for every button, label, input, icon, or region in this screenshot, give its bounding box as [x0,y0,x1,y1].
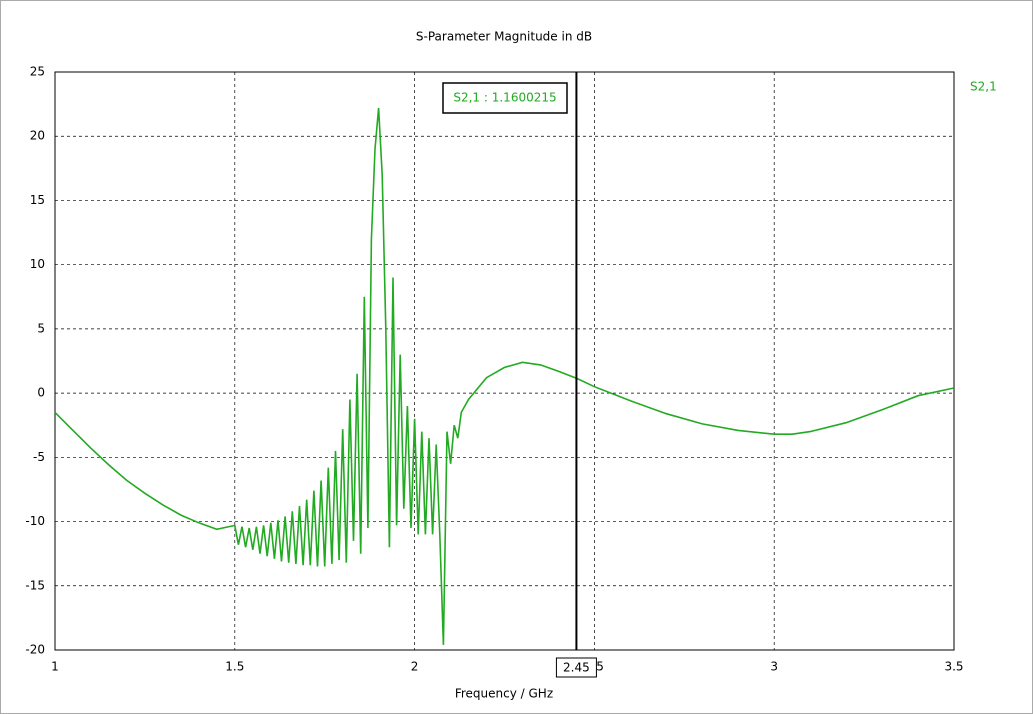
y-tick-label: 0 [37,386,45,400]
marker-axis-box [555,657,597,678]
marker-axis-label: 2.45 [563,661,590,675]
marker-label: S2,1 : 1.1600215 [453,91,556,105]
y-tick-label: -15 [25,578,45,592]
y-tick-label: -5 [33,450,45,464]
x-tick-label: 1 [51,660,59,674]
y-tick-label: 15 [30,193,45,207]
y-tick-label: 20 [30,129,45,143]
y-tick-label: 25 [30,65,45,79]
x-tick-label: 1.5 [225,660,244,674]
x-axis-label: Frequency / GHz [455,687,553,701]
chart-title: S-Parameter Magnitude in dB [416,30,592,44]
x-tick-label: 2 [411,660,419,674]
y-tick-label: 10 [30,257,45,271]
legend-entry: S2,1 [970,80,997,94]
plot-frame [54,71,955,651]
y-tick-label: -20 [25,643,45,657]
y-tick-label: 5 [37,321,45,335]
marker-label-box [442,82,568,114]
series-line [54,107,955,645]
x-tick-label: 3.5 [944,660,963,674]
x-tick-label: 3 [770,660,778,674]
y-tick-label: -10 [25,514,45,528]
